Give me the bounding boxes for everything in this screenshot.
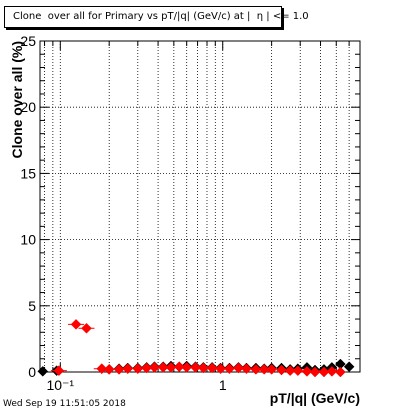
series-1 bbox=[50, 318, 346, 378]
data-point bbox=[258, 363, 270, 375]
chart-title: Clone over all for Primary vs pT/|q| (Ge… bbox=[13, 11, 309, 22]
data-point bbox=[132, 363, 144, 375]
y-tick-label: 20 bbox=[20, 99, 36, 115]
data-point bbox=[181, 362, 193, 373]
data-point bbox=[241, 363, 252, 375]
data-point bbox=[81, 322, 92, 334]
data-point bbox=[141, 362, 152, 374]
data-point bbox=[198, 362, 209, 374]
data-point bbox=[250, 363, 262, 375]
y-tick-label: 10 bbox=[20, 232, 36, 248]
data-point bbox=[206, 362, 218, 374]
x-axis-title: pT/|q| (GeV/c) bbox=[270, 390, 360, 406]
y-tick-label: 15 bbox=[20, 165, 36, 181]
data-point bbox=[326, 365, 338, 377]
grid bbox=[40, 41, 360, 372]
data-point bbox=[37, 365, 49, 377]
plot-frame bbox=[39, 40, 361, 373]
data-point bbox=[224, 363, 235, 375]
data-point bbox=[343, 361, 355, 373]
data-point bbox=[190, 362, 201, 373]
data-point bbox=[165, 362, 177, 373]
chart-title-box: Clone over all for Primary vs pT/|q| (Ge… bbox=[4, 6, 309, 28]
data-point bbox=[266, 363, 277, 375]
data-point bbox=[149, 362, 160, 373]
data-point bbox=[276, 364, 287, 376]
y-tick-label: 0 bbox=[28, 364, 36, 380]
data-point bbox=[70, 318, 82, 330]
data-point bbox=[318, 366, 330, 378]
x-tick-label: 1 bbox=[219, 377, 227, 393]
data-point bbox=[113, 363, 125, 375]
data-point bbox=[53, 365, 65, 377]
data-point bbox=[335, 366, 346, 378]
data-point bbox=[103, 363, 115, 375]
data-point bbox=[215, 363, 226, 375]
data-point bbox=[292, 365, 304, 377]
y-tick-label: 25 bbox=[20, 33, 36, 49]
data-point bbox=[173, 361, 185, 373]
data-point bbox=[96, 363, 108, 375]
data-point bbox=[122, 363, 134, 375]
data-point bbox=[309, 366, 321, 378]
data-point bbox=[157, 362, 169, 373]
y-tick-label: 5 bbox=[28, 298, 36, 314]
data-point bbox=[233, 362, 244, 374]
data-point bbox=[284, 365, 296, 377]
data-point bbox=[301, 365, 313, 377]
x-tick-label: 10⁻¹ bbox=[46, 377, 74, 393]
timestamp: Wed Sep 19 11:51:05 2018 bbox=[3, 399, 126, 409]
y-axis-title: Clone over all (%) bbox=[9, 41, 25, 158]
